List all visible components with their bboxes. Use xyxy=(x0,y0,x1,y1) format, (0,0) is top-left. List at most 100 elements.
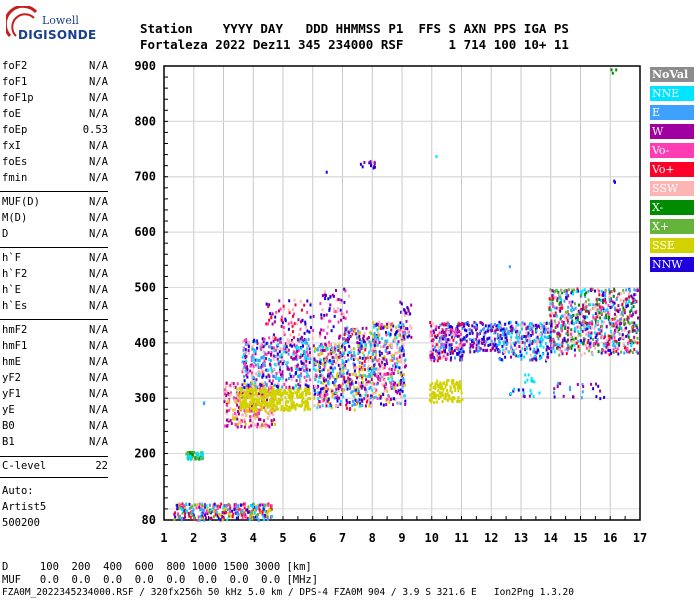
echo-point xyxy=(320,328,323,332)
legend-item-x: X+ xyxy=(650,219,694,234)
echo-point xyxy=(239,421,242,425)
echo-point xyxy=(572,322,575,325)
echo-point xyxy=(257,513,260,516)
echo-point xyxy=(306,402,309,405)
echo-point xyxy=(592,303,595,307)
echo-point xyxy=(393,386,396,390)
echo-point xyxy=(550,350,553,354)
echo-point xyxy=(270,366,273,370)
echo-point xyxy=(294,405,297,409)
echo-point xyxy=(255,405,257,409)
echo-point xyxy=(335,289,337,292)
echo-point xyxy=(266,417,269,421)
echo-point xyxy=(352,327,354,331)
echo-point xyxy=(246,408,249,412)
echo-point xyxy=(285,392,288,396)
echo-point xyxy=(191,510,194,514)
echo-point xyxy=(600,299,602,303)
echo-point xyxy=(460,358,463,362)
echo-point xyxy=(229,419,232,423)
echo-point xyxy=(294,345,297,349)
echo-point xyxy=(333,307,336,311)
echo-point xyxy=(432,394,435,398)
echo-point xyxy=(449,330,452,334)
x-tick-label: 15 xyxy=(573,531,587,545)
echo-point xyxy=(386,339,389,343)
echo-point xyxy=(481,327,484,331)
echo-point xyxy=(293,343,296,347)
echo-point xyxy=(225,394,228,398)
echo-point xyxy=(300,361,303,365)
echo-point xyxy=(549,336,552,340)
echo-point xyxy=(547,328,550,332)
echo-point xyxy=(440,356,443,360)
echo-point xyxy=(268,393,271,397)
echo-point xyxy=(594,312,597,316)
echo-point xyxy=(353,386,356,390)
echo-point xyxy=(513,387,515,391)
echo-point xyxy=(378,340,381,344)
echo-point xyxy=(265,302,268,306)
echo-point xyxy=(447,394,450,398)
echo-point xyxy=(466,333,469,337)
echo-point xyxy=(603,316,606,320)
echo-point xyxy=(539,326,542,330)
echo-point xyxy=(246,391,249,395)
echo-point xyxy=(323,395,326,399)
echo-point xyxy=(372,166,375,170)
echo-point xyxy=(355,327,358,331)
echo-point xyxy=(550,328,553,331)
echo-point xyxy=(292,330,294,334)
echo-point xyxy=(380,364,383,368)
echo-point xyxy=(377,330,380,334)
echo-point xyxy=(625,326,628,330)
echo-point xyxy=(583,352,586,355)
echo-point xyxy=(436,342,439,346)
echo-point xyxy=(273,396,276,400)
echo-point xyxy=(520,354,523,358)
echo-point xyxy=(360,342,363,346)
echo-point xyxy=(555,306,558,310)
x-tick-label: 16 xyxy=(603,531,617,545)
echo-point xyxy=(611,322,614,325)
echo-point xyxy=(397,329,400,333)
echo-point xyxy=(319,374,322,378)
echo-point xyxy=(584,324,587,328)
echo-point xyxy=(268,318,271,322)
echo-point xyxy=(380,402,382,406)
echo-point xyxy=(528,343,531,347)
echo-point xyxy=(469,328,471,332)
echo-point xyxy=(598,289,601,293)
echo-point xyxy=(363,397,366,401)
echo-point xyxy=(489,348,492,352)
echo-point xyxy=(303,303,306,307)
echo-point xyxy=(256,346,259,350)
echo-point xyxy=(622,336,625,340)
echo-point xyxy=(306,343,309,347)
echo-point xyxy=(181,511,184,515)
echo-point xyxy=(436,384,439,388)
echo-point xyxy=(243,417,246,421)
muf-row: MUF 0.0 0.0 0.0 0.0 0.0 0.0 0.0 0.0 [MHz… xyxy=(2,574,319,586)
echo-point xyxy=(376,381,379,385)
legend-item-w: W xyxy=(650,124,694,139)
echo-point xyxy=(212,505,215,509)
echo-point xyxy=(374,390,377,394)
echo-point xyxy=(266,424,269,427)
echo-point xyxy=(353,363,356,367)
echo-point xyxy=(447,323,450,327)
echo-point xyxy=(350,354,353,358)
echo-point xyxy=(498,348,501,352)
echo-point xyxy=(384,387,387,391)
echo-point xyxy=(629,339,632,343)
echo-point xyxy=(255,385,258,389)
echo-point xyxy=(213,510,216,513)
echo-point xyxy=(483,333,486,337)
echo-point xyxy=(463,336,466,340)
echo-point xyxy=(535,323,537,327)
echo-point xyxy=(398,382,401,386)
echo-point xyxy=(595,309,598,313)
echo-point xyxy=(240,419,243,423)
echo-point xyxy=(297,356,300,360)
echo-point xyxy=(179,503,182,507)
